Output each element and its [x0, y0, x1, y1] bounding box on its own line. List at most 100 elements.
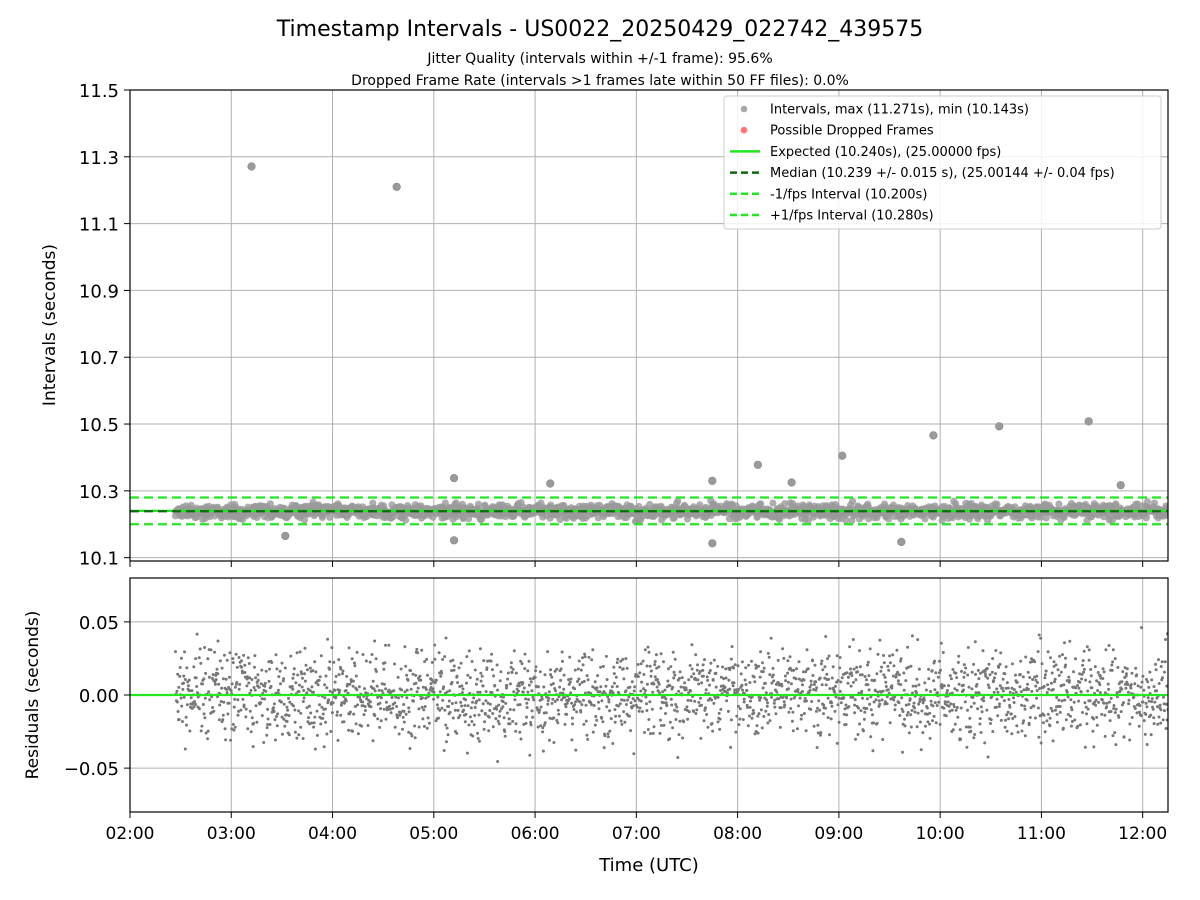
residual-point — [1069, 698, 1073, 702]
residual-point — [281, 732, 284, 736]
residual-point — [1019, 659, 1023, 663]
interval-point — [842, 516, 850, 524]
residual-point — [431, 680, 435, 684]
residual-point — [843, 707, 847, 711]
residual-point — [690, 667, 694, 671]
residual-point — [553, 669, 557, 673]
residual-point — [759, 708, 763, 712]
residual-point — [690, 643, 694, 647]
residual-point — [350, 657, 354, 661]
residual-point — [1144, 677, 1148, 681]
residual-point — [698, 669, 702, 673]
residual-point — [813, 663, 817, 667]
residual-point — [540, 697, 544, 701]
residual-point — [1048, 724, 1052, 728]
residual-point — [719, 689, 722, 692]
residual-point — [690, 675, 693, 679]
residual-point — [768, 719, 772, 723]
residual-point — [285, 713, 288, 717]
residual-point — [1012, 688, 1016, 692]
residual-point — [347, 646, 351, 650]
residual-point — [636, 663, 640, 666]
residual-point — [348, 710, 352, 714]
residual-point — [392, 689, 396, 693]
residual-point — [853, 711, 857, 715]
residual-point — [441, 658, 445, 661]
residual-point — [1065, 679, 1069, 683]
residual-point — [913, 706, 917, 710]
residual-point — [496, 719, 500, 723]
residual-point — [966, 673, 970, 677]
residual-point — [414, 673, 418, 677]
residual-point — [926, 720, 930, 724]
residual-point — [1070, 708, 1074, 712]
residual-point — [821, 668, 825, 672]
residual-point — [923, 681, 927, 685]
residual-point — [406, 678, 410, 682]
residual-point — [1030, 689, 1034, 693]
residual-point — [1095, 715, 1099, 719]
residual-point — [1062, 641, 1066, 645]
residual-point — [629, 701, 633, 705]
residual-point — [574, 748, 578, 752]
residual-point — [664, 701, 668, 705]
residual-point — [214, 678, 218, 682]
residual-point — [1106, 682, 1110, 686]
residual-point — [537, 711, 541, 714]
residual-point — [315, 733, 319, 737]
residual-point — [770, 681, 774, 685]
residual-point — [582, 679, 586, 683]
residual-point — [590, 658, 594, 662]
residual-point — [229, 689, 233, 693]
residual-point — [761, 686, 765, 690]
residual-point — [1046, 683, 1050, 687]
residual-point — [600, 716, 604, 720]
residual-point — [1128, 722, 1132, 726]
residual-point — [953, 722, 957, 726]
residual-point — [822, 703, 826, 707]
top-ytick-label-2: 10.5 — [79, 415, 119, 436]
residual-point — [314, 670, 318, 674]
residual-point — [857, 706, 860, 710]
residual-point — [309, 711, 313, 715]
residual-point — [636, 675, 640, 679]
residual-point — [866, 663, 869, 667]
residual-point — [230, 727, 234, 731]
residual-point — [614, 675, 618, 679]
residual-point — [198, 647, 202, 651]
residual-point — [604, 654, 608, 658]
residual-point — [528, 677, 532, 681]
residual-point — [874, 698, 878, 702]
residual-point — [266, 717, 270, 721]
residual-point — [1147, 699, 1151, 703]
residual-point — [346, 682, 349, 686]
residual-point — [921, 701, 925, 705]
residual-point — [903, 724, 907, 728]
residual-point — [411, 699, 415, 703]
residual-point — [666, 667, 670, 671]
residual-point — [1032, 704, 1036, 708]
residual-point — [602, 690, 606, 694]
residual-point — [996, 690, 1000, 694]
x-tick-label-8: 10:00 — [916, 824, 965, 844]
residual-point — [1050, 671, 1054, 675]
residual-point — [812, 683, 816, 686]
residual-point — [1101, 667, 1105, 671]
residual-point — [379, 707, 383, 711]
residual-point — [324, 674, 328, 678]
residual-point — [538, 708, 542, 712]
residual-point — [194, 702, 198, 706]
residual-point — [986, 683, 990, 687]
residual-point — [553, 700, 557, 703]
residual-point — [282, 677, 286, 681]
residual-point — [610, 685, 614, 689]
residual-point — [1159, 721, 1163, 725]
residual-point — [486, 701, 490, 705]
residual-point — [1092, 745, 1096, 749]
residual-point — [481, 684, 485, 688]
residual-point — [752, 675, 756, 679]
residual-point — [374, 657, 378, 661]
residual-point — [882, 673, 886, 677]
residual-point — [409, 732, 413, 736]
residual-point — [809, 683, 813, 687]
